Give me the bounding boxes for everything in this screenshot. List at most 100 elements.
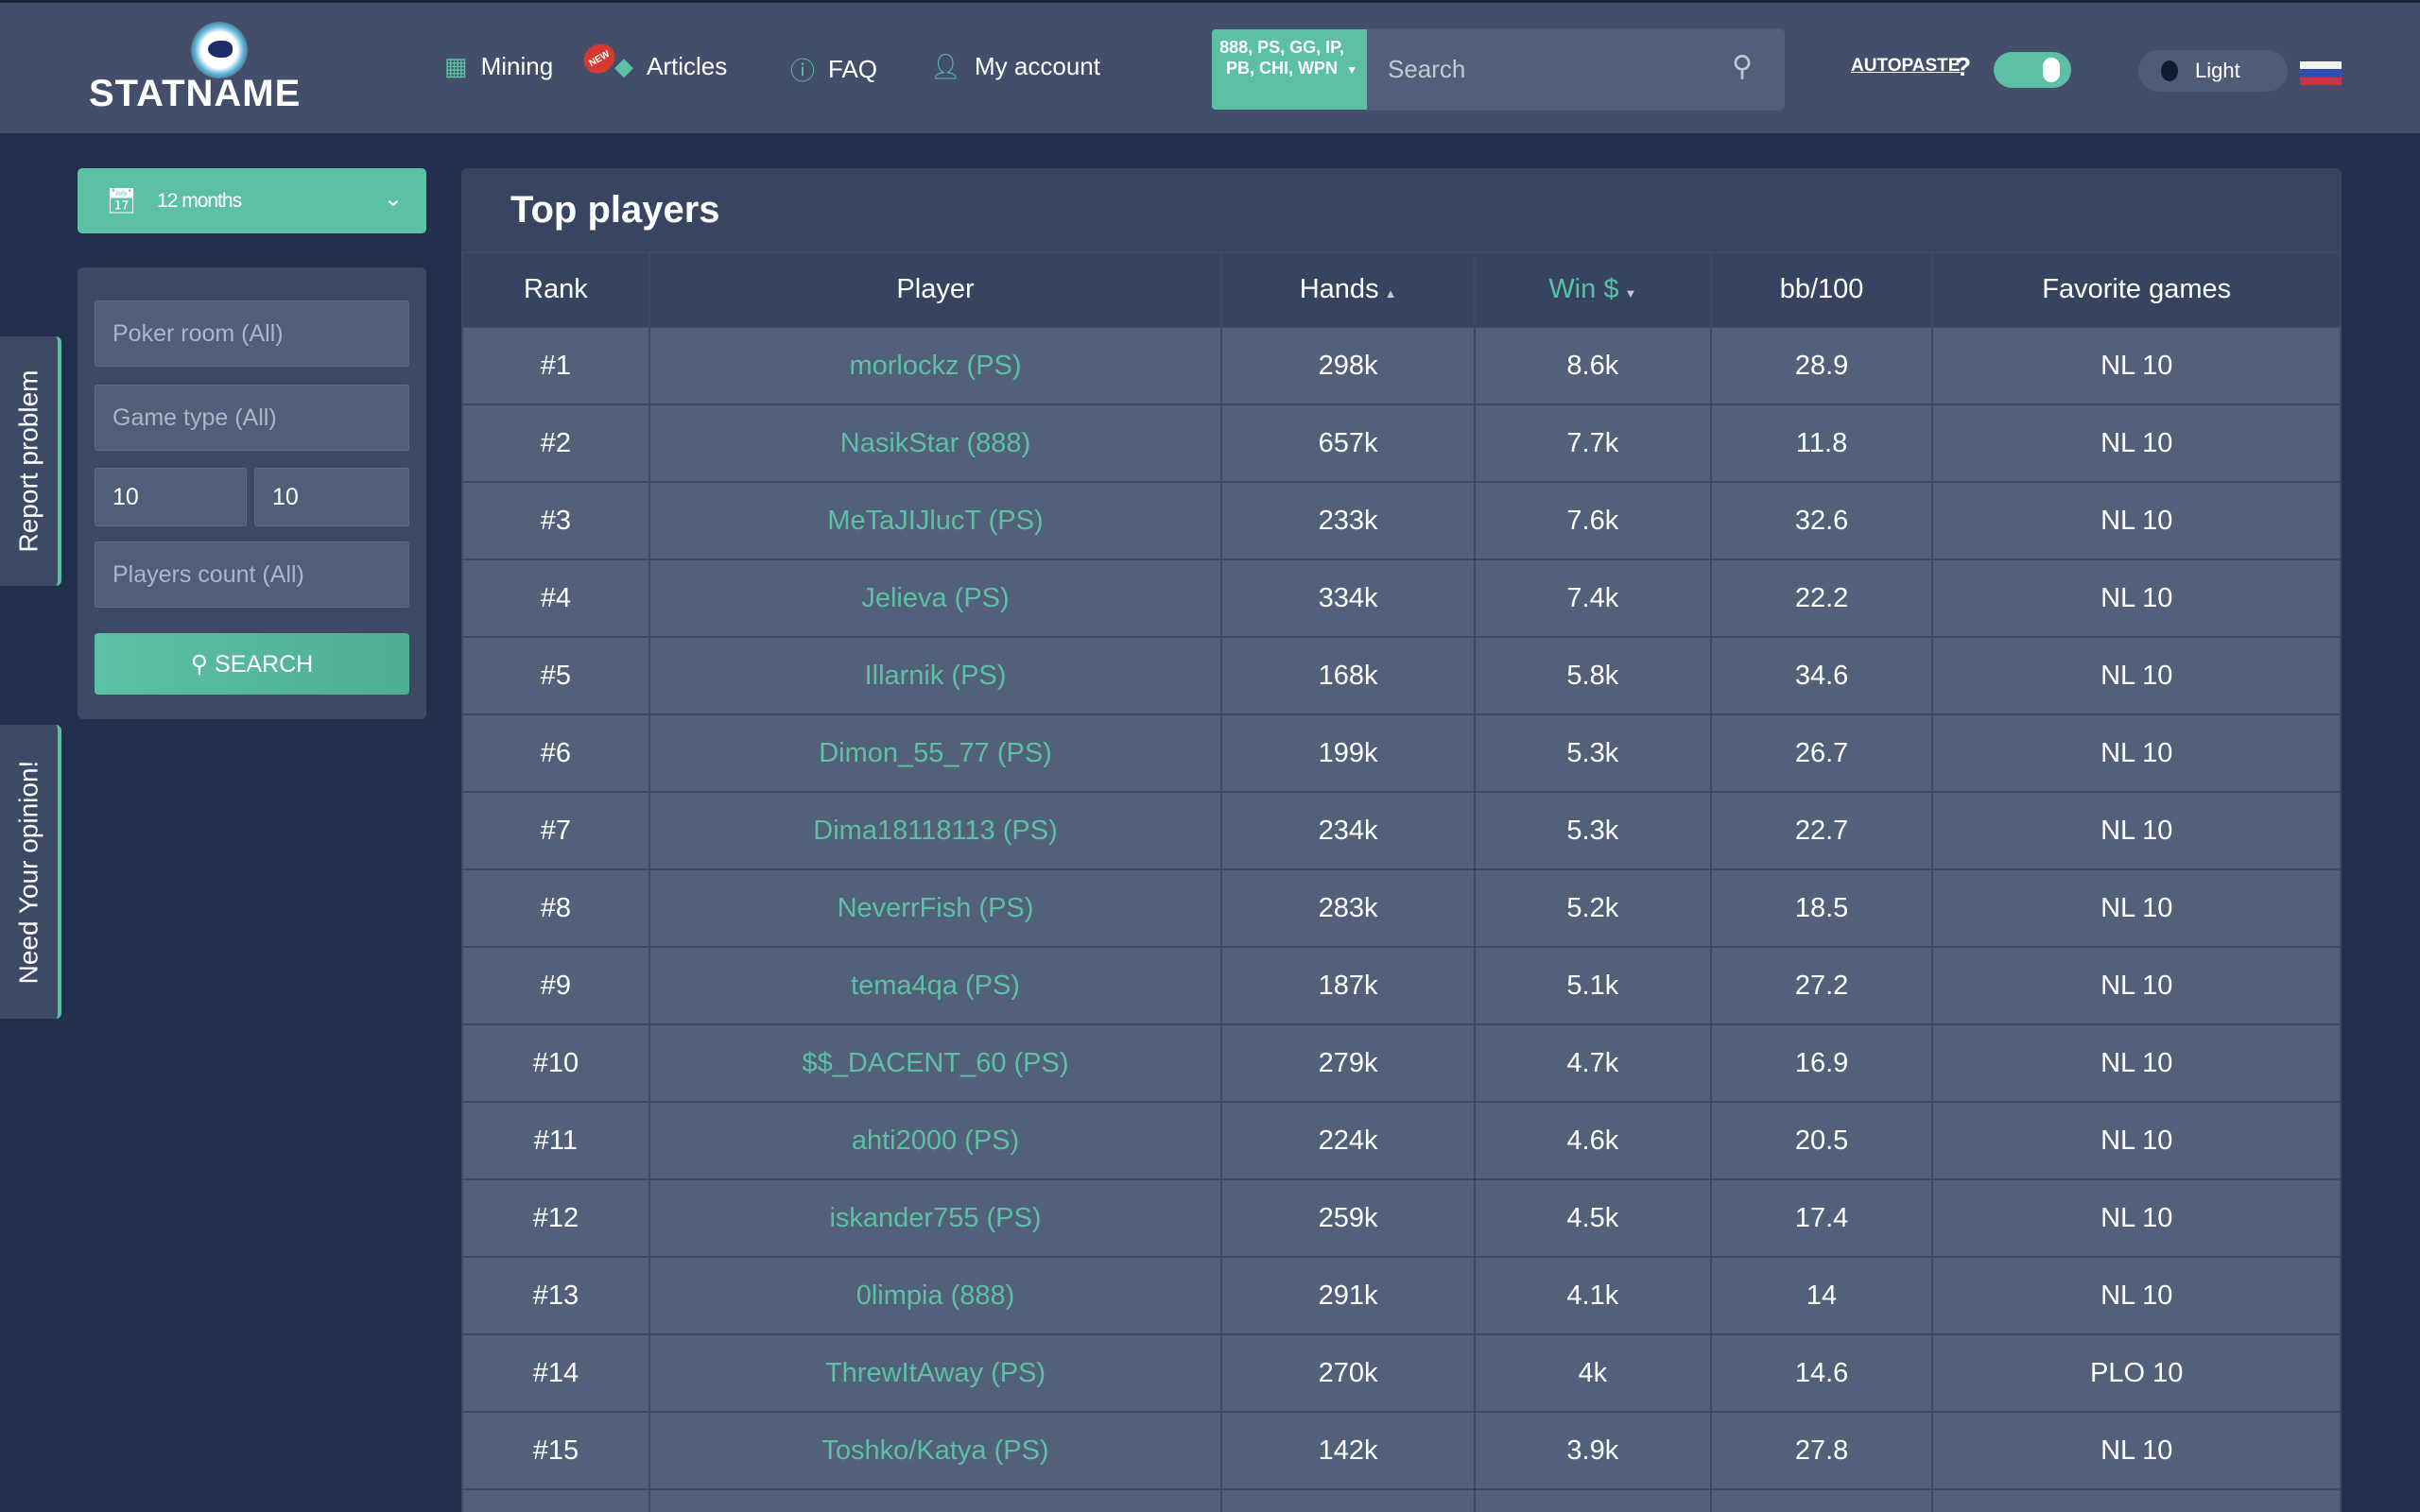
russian-flag-icon[interactable]: [2300, 61, 2342, 85]
players-table: Rank Player Hands ▲ Win $ ▼ bb/100 Favorit…: [461, 251, 2342, 1512]
col-win[interactable]: Win $ ▼: [1473, 251, 1712, 328]
logo[interactable]: STATNAME: [87, 20, 300, 114]
col-hands[interactable]: Hands ▲: [1220, 251, 1476, 328]
table-row: #11 ahti2000 (PS) 224k 4.6k 20.5 NL 10: [461, 1101, 2342, 1180]
fish-icon: [208, 41, 233, 58]
cell-player[interactable]: Illarnik (PS): [648, 636, 1223, 715]
table-row: #9 tema4qa (PS) 187k 5.1k 27.2 NL 10: [461, 946, 2342, 1025]
network-selector[interactable]: 888, PS, GG, IP, PB, CHI, WPN ▼: [1212, 29, 1367, 110]
cell-favorite-games: NL 10: [1931, 1023, 2342, 1103]
cell-win: 3.9k: [1473, 1411, 1712, 1490]
players-count-select[interactable]: [95, 541, 409, 608]
top-header: STATNAME ▦ Mining NEW ◆ Articles ⓘ FAQ 👤︎…: [0, 0, 2420, 133]
cell-hands: 142k: [1220, 1411, 1476, 1490]
cell-bb100: 32.6: [1709, 481, 1934, 560]
cell-player[interactable]: MeTaJIJlucT (PS): [648, 481, 1223, 560]
cell-hands: 270k: [1220, 1333, 1476, 1413]
cell-favorite-games: NL 10: [1931, 1101, 2342, 1180]
poker-room-select[interactable]: [95, 301, 409, 367]
cell-rank: #3: [461, 481, 650, 560]
period-select[interactable]: 📅︎ 12 months ⌄: [78, 168, 426, 233]
cell-player[interactable]: Dimon_55_77 (PS): [648, 713, 1223, 793]
cell-win: 8.6k: [1473, 326, 1712, 405]
top-players-panel: Top players Rank Player Hands ▲ Win $ ▼ bb…: [461, 168, 2342, 1512]
calendar-icon: 📅︎: [106, 186, 137, 215]
cell-win: 5.3k: [1473, 713, 1712, 793]
nav-articles[interactable]: ◆ Articles: [614, 52, 727, 81]
game-type-select[interactable]: [95, 385, 409, 451]
table-row: #14 ThrewItAway (PS) 270k 4k 14.6 PLO 10: [461, 1333, 2342, 1413]
cell-player[interactable]: Dima18118113 (PS): [648, 791, 1223, 870]
cell-rank: #2: [461, 404, 650, 483]
cell-bb100: 17.4: [1709, 1178, 1934, 1258]
cell-rank: #5: [461, 636, 650, 715]
table-header-row: Rank Player Hands ▲ Win $ ▼ bb/100 Favorit…: [461, 251, 2342, 328]
table-row: #6 Dimon_55_77 (PS) 199k 5.3k 26.7 NL 10: [461, 713, 2342, 793]
search-button[interactable]: ⚲ SEARCH: [95, 633, 409, 695]
cell-player[interactable]: Toshko/Katya (PS): [648, 1411, 1223, 1490]
cell-hands: 283k: [1220, 868, 1476, 948]
cell-favorite-games: NL 10: [1931, 1256, 2342, 1335]
theme-label: Light: [2195, 59, 2240, 82]
cell-bb100: 27.8: [1709, 1411, 1934, 1490]
table-row: #5 Illarnik (PS) 168k 5.8k 34.6 NL 10: [461, 636, 2342, 715]
autopaste-link[interactable]: AUTOPASTE: [1851, 56, 1961, 76]
autopaste-toggle[interactable]: [1994, 52, 2071, 88]
cell-hands: 298k: [1220, 326, 1476, 405]
cell-favorite-games: NL 10: [1931, 636, 2342, 715]
limit-from-input[interactable]: [95, 468, 247, 526]
table-row: #3 MeTaJIJlucT (PS) 233k 7.6k 32.6 NL 10: [461, 481, 2342, 560]
nav-faq[interactable]: ⓘ FAQ: [790, 52, 877, 87]
cell-hands: 657k: [1220, 404, 1476, 483]
autopaste-help-icon[interactable]: ?: [1955, 52, 1972, 81]
cell-win: 4.6k: [1473, 1101, 1712, 1180]
cell-hands: 224k: [1220, 1101, 1476, 1180]
cell-player[interactable]: tema4qa (PS): [648, 946, 1223, 1025]
limit-to-input[interactable]: [254, 468, 409, 526]
cell-win: 5.3k: [1473, 791, 1712, 870]
search-icon[interactable]: ⚲: [1732, 51, 1753, 82]
cell-player[interactable]: $$_DACENT_60 (PS): [648, 1023, 1223, 1103]
cell-player[interactable]: morlockz (PS): [648, 326, 1223, 405]
cell-empty: [1473, 1488, 1712, 1512]
cell-bb100: 27.2: [1709, 946, 1934, 1025]
caret-down-icon: ▼: [1346, 63, 1357, 77]
col-rank: Rank: [461, 251, 650, 328]
cell-hands: 259k: [1220, 1178, 1476, 1258]
cell-rank: #4: [461, 558, 650, 638]
cell-player[interactable]: NeverrFish (PS): [648, 868, 1223, 948]
calculator-icon: ▦: [444, 52, 468, 80]
nav-label: FAQ: [828, 55, 878, 83]
cell-favorite-games: NL 10: [1931, 946, 2342, 1025]
cell-bb100: 11.8: [1709, 404, 1934, 483]
cell-player[interactable]: iskander755 (PS): [648, 1178, 1223, 1258]
cell-bb100: 20.5: [1709, 1101, 1934, 1180]
theme-toggle[interactable]: Light: [2138, 50, 2288, 92]
cell-player[interactable]: 0limpia (888): [648, 1256, 1223, 1335]
cell-hands: 279k: [1220, 1023, 1476, 1103]
cell-win: 5.8k: [1473, 636, 1712, 715]
col-favorite-games: Favorite games: [1931, 251, 2342, 328]
need-opinion-tab[interactable]: Need Your opinion!: [0, 725, 61, 1019]
nav-mining[interactable]: ▦ Mining NEW: [444, 38, 620, 81]
cell-rank: #1: [461, 326, 650, 405]
cell-player[interactable]: ThrewItAway (PS): [648, 1333, 1223, 1413]
cell-bb100: 28.9: [1709, 326, 1934, 405]
cell-player[interactable]: NasikStar (888): [648, 404, 1223, 483]
nav-my-account[interactable]: 👤︎ My account: [930, 52, 1100, 81]
search-button-label: SEARCH: [215, 650, 314, 678]
cell-player[interactable]: Jelieva (PS): [648, 558, 1223, 638]
cell-player[interactable]: ahti2000 (PS): [648, 1101, 1223, 1180]
chevron-down-icon: ⌄: [383, 186, 403, 212]
table-row: #12 iskander755 (PS) 259k 4.5k 17.4 NL 10: [461, 1178, 2342, 1258]
search-input[interactable]: [1367, 28, 1785, 111]
page-title: Top players: [510, 189, 720, 231]
cell-rank: #15: [461, 1411, 650, 1490]
cell-win: 7.7k: [1473, 404, 1712, 483]
report-problem-tab[interactable]: Report problem: [0, 336, 61, 586]
cell-hands: 291k: [1220, 1256, 1476, 1335]
cell-favorite-games: NL 10: [1931, 713, 2342, 793]
cell-win: 4.7k: [1473, 1023, 1712, 1103]
nav-mining-label: Mining NEW: [481, 38, 620, 81]
cell-win: 5.2k: [1473, 868, 1712, 948]
